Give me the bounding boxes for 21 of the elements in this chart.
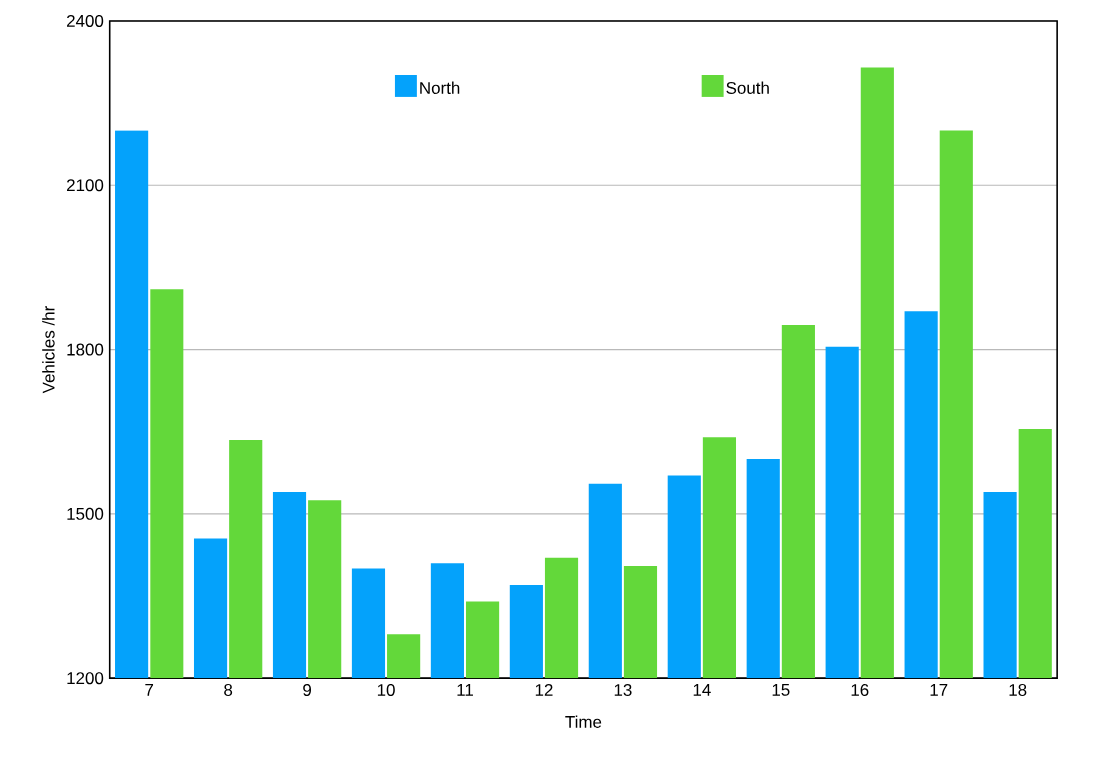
- x-tick-label: 7: [145, 684, 154, 696]
- x-tick-label: 8: [224, 684, 233, 697]
- x-tick-label: 17: [930, 684, 948, 696]
- x-tick-label: 16: [851, 684, 869, 697]
- x-axis-title: Time: [565, 715, 602, 728]
- y-tick-label: 2100: [67, 179, 104, 192]
- x-tick-label: 15: [772, 684, 790, 696]
- y-tick-label: 1500: [67, 507, 104, 520]
- x-tick-label: 14: [693, 684, 711, 696]
- y-tick-label: 1800: [67, 343, 104, 356]
- y-axis-title: Vehicles /hr: [42, 306, 55, 394]
- x-tick-label: 9: [303, 684, 312, 697]
- y-tick-label: 2400: [67, 14, 104, 27]
- x-tick-label: 18: [1009, 684, 1027, 697]
- x-tick-label: 10: [377, 684, 395, 697]
- x-tick-label: 13: [614, 684, 632, 697]
- x-tick-label: 11: [457, 684, 473, 696]
- x-tick-label: 12: [535, 684, 553, 696]
- y-tick-label: 1200: [67, 672, 104, 685]
- legend-label: South: [726, 81, 769, 95]
- legend-label: North: [420, 81, 460, 95]
